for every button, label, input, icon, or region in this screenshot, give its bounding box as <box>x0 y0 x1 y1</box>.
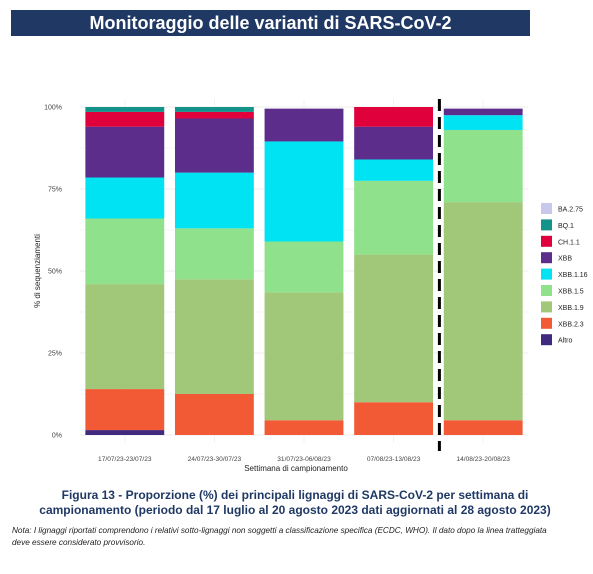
figure-note: Nota: I lignaggi riportati comprendono i… <box>12 525 572 549</box>
legend-label: XBB.1.9 <box>558 305 584 312</box>
bar-segment-xbb-1-9 <box>264 292 344 421</box>
bar-segment-xbb-1-9 <box>443 202 523 421</box>
legend-label: XBB.1.5 <box>558 289 584 296</box>
bar-segment-ch-1-1 <box>85 111 165 127</box>
bar-segment-xbb-1-16 <box>174 172 254 229</box>
caption-line-1: Figura 13 - Proporzione (%) dei principa… <box>61 488 529 502</box>
bar-segment-xbb-2-3 <box>354 402 434 435</box>
legend-swatch <box>541 268 552 280</box>
x-tick-label: 24/07/23-30/07/23 <box>188 456 242 463</box>
bar-segment-xbb-1-5 <box>443 129 523 203</box>
bar-segment-ch-1-1 <box>174 111 254 119</box>
bar-segment-bq-1 <box>174 107 254 112</box>
bar-segment-xbb <box>264 108 344 142</box>
bar-segment-xbb-1-16 <box>354 159 434 181</box>
bar-segment-xbb <box>174 118 254 173</box>
bar-segment-xbb-2-3 <box>443 420 523 435</box>
x-tick-label: 31/07/23-06/08/23 <box>277 456 331 463</box>
y-tick-label: 0% <box>52 433 62 440</box>
bar-segment-xbb-1-16 <box>85 177 165 219</box>
legend-swatch <box>541 334 552 346</box>
x-axis-title: Settimana di campionamento <box>244 464 348 473</box>
note-line-1: Nota: I lignaggi riportati comprendono i… <box>12 526 547 535</box>
bar-segment-xbb-1-5 <box>354 180 434 255</box>
legend-label: BA.2.75 <box>558 207 583 214</box>
x-tick-label: 17/07/23-23/07/23 <box>98 456 152 463</box>
legend-label: XBB <box>558 256 572 263</box>
bar-segment-xbb <box>85 126 165 178</box>
y-tick-label: 75% <box>48 187 62 194</box>
note-line-2: deve essere considerato provvisorio. <box>12 538 146 547</box>
y-tick-label: 50% <box>48 269 62 276</box>
legend-swatch <box>541 252 552 264</box>
legend-swatch <box>541 219 552 231</box>
bar-segment-xbb-2-3 <box>85 389 165 431</box>
bar-segment-xbb-2-3 <box>264 420 344 435</box>
bar-segment-ch-1-1 <box>354 107 434 127</box>
bar-segment-xbb <box>443 108 523 116</box>
bar-segment-xbb-1-5 <box>264 241 344 293</box>
bar-segment-bq-1 <box>85 107 165 112</box>
bar-segment-xbb-1-9 <box>174 279 254 394</box>
bar-segment-xbb-1-16 <box>264 141 344 242</box>
legend-label: CH.1.1 <box>558 239 580 246</box>
legend-label: BQ.1 <box>558 223 574 230</box>
caption-line-2: campionamento (periodo dal 17 luglio al … <box>39 503 551 517</box>
legend-label: XBB.2.3 <box>558 321 584 328</box>
bar-segment-xbb-1-9 <box>354 254 434 403</box>
y-tick-label: 25% <box>48 351 62 358</box>
bar-segment-xbb-1-9 <box>85 284 165 390</box>
legend-swatch <box>541 285 552 296</box>
bar-segment-xbb-1-5 <box>174 228 254 280</box>
legend-swatch <box>541 203 552 214</box>
legend-swatch <box>541 317 552 329</box>
x-tick-label: 07/08/23-13/08/23 <box>367 456 421 463</box>
bar-segment-xbb-1-16 <box>443 115 523 130</box>
legend-label: XBB.1.16 <box>558 272 588 279</box>
y-tick-label: 100% <box>44 105 62 112</box>
x-tick-label: 14/08/23-20/08/23 <box>456 456 510 463</box>
legend-swatch <box>541 301 552 313</box>
y-axis-title: % di sequenziamenti <box>33 234 42 308</box>
figure-caption: Figura 13 - Proporzione (%) dei principa… <box>30 488 560 518</box>
page-title: Monitoraggio delle varianti di SARS-CoV-… <box>11 10 530 36</box>
bar-segment-xbb-1-5 <box>85 218 165 285</box>
legend-label: Altro <box>558 338 573 345</box>
stacked-bar-chart: 0% 25% 50% 75% 100% 17/07/23-23/07/23 24/07/23… <box>33 99 588 473</box>
bar-segment-xbb <box>354 126 434 160</box>
bar-segment-altro <box>85 430 165 435</box>
bar-segment-xbb-2-3 <box>174 394 254 435</box>
legend-swatch <box>541 235 552 247</box>
